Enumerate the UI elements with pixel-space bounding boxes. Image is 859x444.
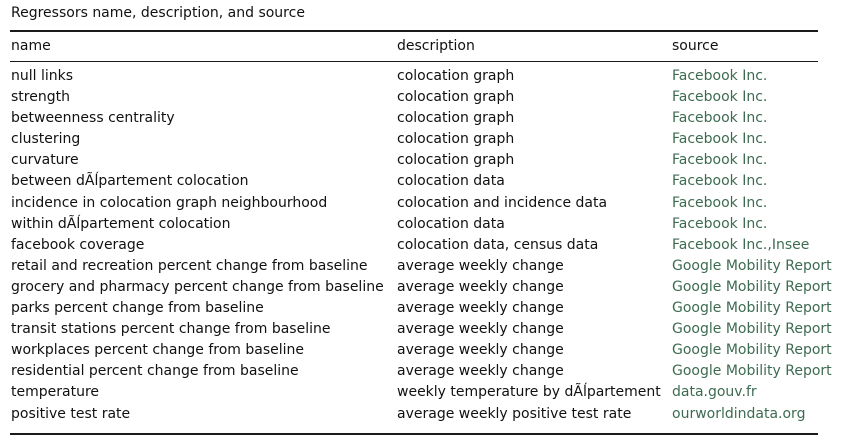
table-row: clustering colocation graph Facebook Inc. bbox=[0, 130, 859, 151]
cell-source-link[interactable]: Facebook Inc. bbox=[672, 194, 768, 211]
column-header-name: name bbox=[11, 38, 51, 54]
table-row: transit stations percent change from bas… bbox=[0, 320, 859, 341]
table-caption: Regressors name, description, and source bbox=[11, 5, 305, 21]
cell-name: positive test rate bbox=[11, 405, 131, 422]
cell-description: colocation and incidence data bbox=[397, 194, 608, 211]
table-row: facebook coverage colocation data, census… bbox=[0, 236, 859, 257]
cell-name: between dÃĺpartement colocation bbox=[11, 173, 249, 190]
cell-description: average weekly change bbox=[397, 278, 564, 295]
cell-description: colocation data bbox=[397, 173, 505, 190]
table-row: incidence in colocation graph neighbourh… bbox=[0, 194, 859, 215]
cell-name: within dÃĺpartement colocation bbox=[11, 215, 231, 232]
cell-description: colocation data bbox=[397, 215, 505, 232]
cell-source-link[interactable]: Facebook Inc.,Insee bbox=[672, 236, 810, 253]
cell-source-link[interactable]: ourworldindata.org bbox=[672, 405, 806, 422]
cell-description: colocation data, census data bbox=[397, 236, 599, 253]
cell-description: average weekly change bbox=[397, 321, 564, 338]
cell-source-link[interactable]: Facebook Inc. bbox=[672, 68, 768, 84]
cell-name: strength bbox=[11, 89, 70, 106]
cell-description: average weekly positive test rate bbox=[397, 405, 632, 422]
cell-name: workplaces percent change from baseline bbox=[11, 342, 305, 359]
table-row: workplaces percent change from baseline a… bbox=[0, 341, 859, 362]
cell-description: colocation graph bbox=[397, 131, 515, 148]
cell-description: colocation graph bbox=[397, 89, 515, 106]
cell-source-link[interactable]: Google Mobility Report bbox=[672, 257, 832, 274]
cell-source-link[interactable]: Google Mobility Report bbox=[672, 278, 832, 295]
cell-source-link[interactable]: Google Mobility Report bbox=[672, 300, 832, 317]
cell-source-link[interactable]: Facebook Inc. bbox=[672, 89, 768, 106]
table-row: parks percent change from baseline averag… bbox=[0, 299, 859, 320]
table-row: strength colocation graph Facebook Inc. bbox=[0, 88, 859, 109]
table-row: between dÃĺpartement colocation colocatio… bbox=[0, 172, 859, 193]
cell-source-link[interactable]: Facebook Inc. bbox=[672, 131, 768, 148]
top-rule bbox=[10, 30, 818, 32]
table-row: betweenness centrality colocation graph Fa… bbox=[0, 109, 859, 130]
header-rule bbox=[10, 61, 818, 62]
table-row: within dÃĺpartement colocation colocation… bbox=[0, 215, 859, 236]
column-header-description: description bbox=[397, 38, 475, 54]
table-row: null links colocation graph Facebook Inc. bbox=[0, 67, 859, 88]
table-row: grocery and pharmacy percent change from… bbox=[0, 278, 859, 299]
cell-name: residential percent change from baseline bbox=[11, 363, 299, 380]
cell-source-link[interactable]: Google Mobility Report bbox=[672, 363, 832, 380]
cell-source-link[interactable]: Google Mobility Report bbox=[672, 342, 832, 359]
cell-description: average weekly change bbox=[397, 300, 564, 317]
cell-name: incidence in colocation graph neighbourh… bbox=[11, 194, 328, 211]
cell-source-link[interactable]: Facebook Inc. bbox=[672, 173, 768, 190]
cell-name: retail and recreation percent change fro… bbox=[11, 257, 368, 274]
cell-source-link[interactable]: Facebook Inc. bbox=[672, 110, 768, 127]
table-row: curvature colocation graph Facebook Inc. bbox=[0, 151, 859, 172]
cell-name: transit stations percent change from bas… bbox=[11, 321, 331, 338]
cell-description: colocation graph bbox=[397, 110, 515, 127]
cell-source-link[interactable]: Google Mobility Report bbox=[672, 321, 832, 338]
cell-source-link[interactable]: Facebook Inc. bbox=[672, 152, 768, 169]
cell-name: facebook coverage bbox=[11, 236, 145, 253]
cell-name: null links bbox=[11, 68, 74, 84]
cell-name: curvature bbox=[11, 152, 79, 169]
column-header-source: source bbox=[672, 38, 719, 54]
cell-name: clustering bbox=[11, 131, 81, 148]
cell-name: parks percent change from baseline bbox=[11, 300, 264, 317]
cell-description: average weekly change bbox=[397, 342, 564, 359]
cell-name: grocery and pharmacy percent change from… bbox=[11, 278, 384, 295]
table-body: null links colocation graph Facebook Inc. s… bbox=[0, 67, 859, 426]
cell-description: colocation graph bbox=[397, 68, 515, 84]
cell-description: weekly temperature by dÃĺpartement bbox=[397, 384, 661, 401]
table-row: retail and recreation percent change fro… bbox=[0, 257, 859, 278]
cell-description: average weekly change bbox=[397, 363, 564, 380]
cell-description: average weekly change bbox=[397, 257, 564, 274]
cell-description: colocation graph bbox=[397, 152, 515, 169]
cell-name: betweenness centrality bbox=[11, 110, 175, 127]
cell-source-link[interactable]: Facebook Inc. bbox=[672, 215, 768, 232]
table-row: residential percent change from baseline… bbox=[0, 362, 859, 383]
table-row: positive test rate average weekly positiv… bbox=[0, 405, 859, 426]
bottom-rule bbox=[10, 433, 818, 435]
cell-name: temperature bbox=[11, 384, 99, 401]
cell-source-link[interactable]: data.gouv.fr bbox=[672, 384, 757, 401]
table-row: temperature weekly temperature by dÃĺpart… bbox=[0, 383, 859, 404]
